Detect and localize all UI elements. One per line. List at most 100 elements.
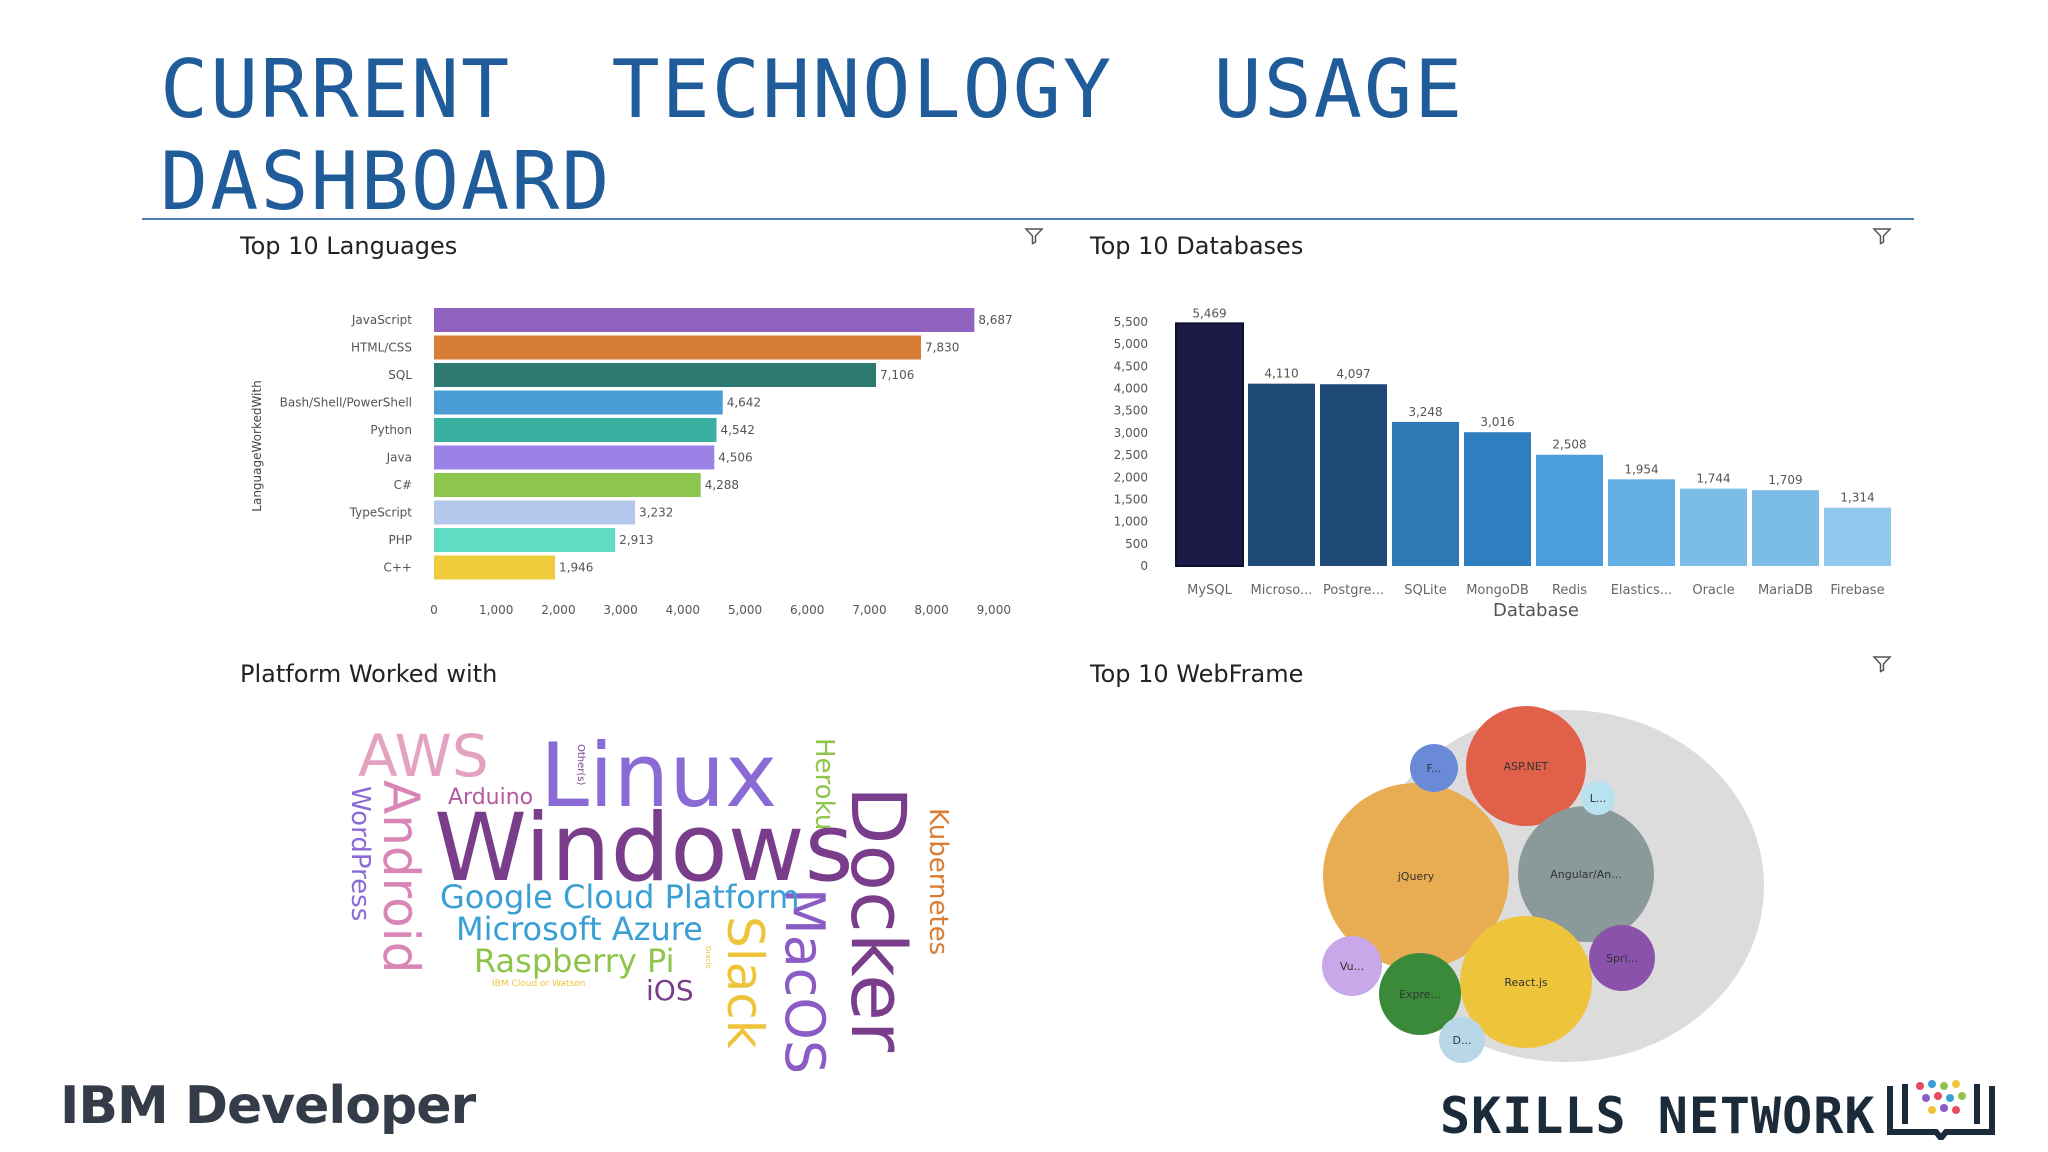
databases-y-tick-label: 5,000: [1114, 337, 1148, 351]
databases-y-tick-label: 1,000: [1114, 515, 1148, 529]
databases-bar: [1752, 490, 1819, 566]
languages-value-label: 4,288: [705, 478, 739, 492]
databases-bar: [1248, 383, 1315, 566]
page-title: CURRENT TECHNOLOGY USAGE DASHBOARD: [160, 44, 1464, 228]
languages-x-tick-label: 6,000: [790, 603, 824, 617]
databases-category-label: Postgre...: [1323, 583, 1384, 598]
languages-x-tick-label: 9,000: [977, 603, 1011, 617]
webframe-bubble-label: Expre...: [1399, 988, 1441, 1001]
languages-value-label: 7,106: [880, 368, 914, 382]
languages-category-label: C++: [384, 561, 413, 575]
languages-filter-icon[interactable]: [1024, 226, 1044, 246]
databases-category-label: Elastics...: [1611, 583, 1673, 598]
databases-value-label: 1,314: [1840, 491, 1874, 505]
platform-word: Docker: [834, 786, 923, 1053]
languages-x-tick-label: 3,000: [603, 603, 637, 617]
platform-word: Microsoft Azure: [456, 910, 703, 948]
languages-x-tick-label: 2,000: [541, 603, 575, 617]
databases-y-tick-label: 0: [1140, 559, 1148, 573]
languages-x-tick-label: 0: [430, 603, 438, 617]
webframe-bubble: [1439, 1017, 1485, 1063]
databases-value-label: 1,744: [1696, 472, 1730, 486]
languages-value-label: 1,946: [559, 561, 593, 575]
databases-bar: [1320, 384, 1387, 566]
platform-word: Oracle: [704, 946, 712, 969]
databases-y-tick-label: 3,000: [1114, 426, 1148, 440]
platform-word: Heroku: [809, 738, 839, 830]
webframe-bubble-label: L...: [1590, 792, 1607, 805]
databases-category-label: Microso...: [1251, 583, 1313, 598]
webframe-bubble: [1323, 783, 1509, 969]
languages-value-label: 4,542: [721, 423, 755, 437]
languages-bar: [434, 390, 723, 415]
platform-word: AWS: [358, 722, 489, 790]
databases-filter-icon[interactable]: [1872, 226, 1892, 246]
databases-category-label: MySQL: [1187, 583, 1232, 598]
languages-bar-chart: LanguageWorkedWith JavaScript 8,687 HTML/CS…: [250, 308, 1013, 617]
databases-value-label: 4,110: [1264, 367, 1298, 381]
title-divider: [142, 218, 1914, 220]
databases-bar: [1608, 479, 1675, 566]
languages-category-label: PHP: [389, 533, 413, 547]
databases-value-label: 2,508: [1552, 438, 1586, 452]
languages-category-label: JavaScript: [351, 313, 412, 327]
languages-value-label: 4,506: [718, 451, 752, 465]
webframe-bubble: [1466, 706, 1586, 826]
languages-bar: [434, 418, 717, 442]
databases-bar: [1680, 488, 1747, 566]
platform-word: Kubernetes: [923, 808, 953, 955]
languages-category-label: Python: [370, 423, 412, 437]
languages-bar: [434, 473, 701, 497]
databases-y-tick-label: 500: [1125, 537, 1148, 551]
webframe-bubble-label: Angular/An...: [1550, 868, 1621, 881]
platform-word: Windows: [434, 794, 854, 903]
databases-value-label: 5,469: [1192, 306, 1226, 320]
databases-value-label: 1,954: [1624, 462, 1658, 476]
webframe-bubble: [1322, 936, 1382, 996]
platform-word: Android: [372, 780, 430, 973]
languages-panel-title: Top 10 Languages: [240, 232, 458, 260]
platform-word: Linux: [540, 724, 777, 827]
databases-category-label: Redis: [1552, 583, 1587, 598]
languages-bar: [434, 445, 715, 470]
languages-x-tick-label: 1,000: [479, 603, 513, 617]
webframe-panel-title: Top 10 WebFrame: [1090, 660, 1304, 688]
platform-word: Other(s): [575, 744, 586, 786]
languages-value-label: 4,642: [727, 396, 761, 410]
languages-category-label: TypeScript: [349, 506, 413, 520]
webframe-bubble: [1460, 916, 1592, 1048]
webframe-bubble: [1410, 744, 1458, 792]
platform-word: IBM Cloud or Watson: [492, 979, 585, 989]
skills-network-book-icon: [1887, 1080, 1995, 1140]
platform-word: Google Cloud Platform: [440, 878, 800, 916]
platforms-panel-title: Platform Worked with: [240, 660, 498, 688]
webframe-filter-icon[interactable]: [1872, 654, 1892, 674]
languages-value-label: 7,830: [925, 341, 959, 355]
page-title-line-1: CURRENT TECHNOLOGY USAGE: [160, 43, 1465, 136]
databases-value-label: 4,097: [1336, 367, 1370, 381]
webframe-bubble: [1589, 925, 1655, 991]
databases-y-tick-label: 4,500: [1114, 359, 1148, 373]
databases-bar: [1392, 421, 1459, 566]
webframe-bubble-label: React.js: [1504, 976, 1548, 989]
databases-value-label: 3,248: [1408, 405, 1442, 419]
webframe-bubble-label: D...: [1453, 1034, 1472, 1047]
languages-bar: [434, 500, 636, 525]
databases-y-tick-label: 2,500: [1114, 448, 1148, 462]
webframe-bubble-label: Vu...: [1340, 960, 1364, 973]
languages-value-label: 8,687: [978, 313, 1012, 327]
languages-x-tick-label: 8,000: [914, 603, 948, 617]
databases-y-tick-label: 4,000: [1114, 382, 1148, 396]
databases-bar: [1175, 322, 1244, 567]
platform-word: Raspberry Pi: [474, 942, 674, 980]
languages-bar: [434, 308, 975, 332]
languages-x-tick-label: 5,000: [728, 603, 762, 617]
webframe-bubble-label: F...: [1426, 762, 1441, 775]
languages-x-tick-label: 4,000: [666, 603, 700, 617]
languages-bar: [434, 555, 556, 580]
databases-value-label: 1,709: [1768, 473, 1802, 487]
webframe-bubble: [1518, 806, 1654, 942]
languages-value-label: 2,913: [619, 533, 653, 547]
databases-y-tick-label: 1,500: [1114, 492, 1148, 506]
